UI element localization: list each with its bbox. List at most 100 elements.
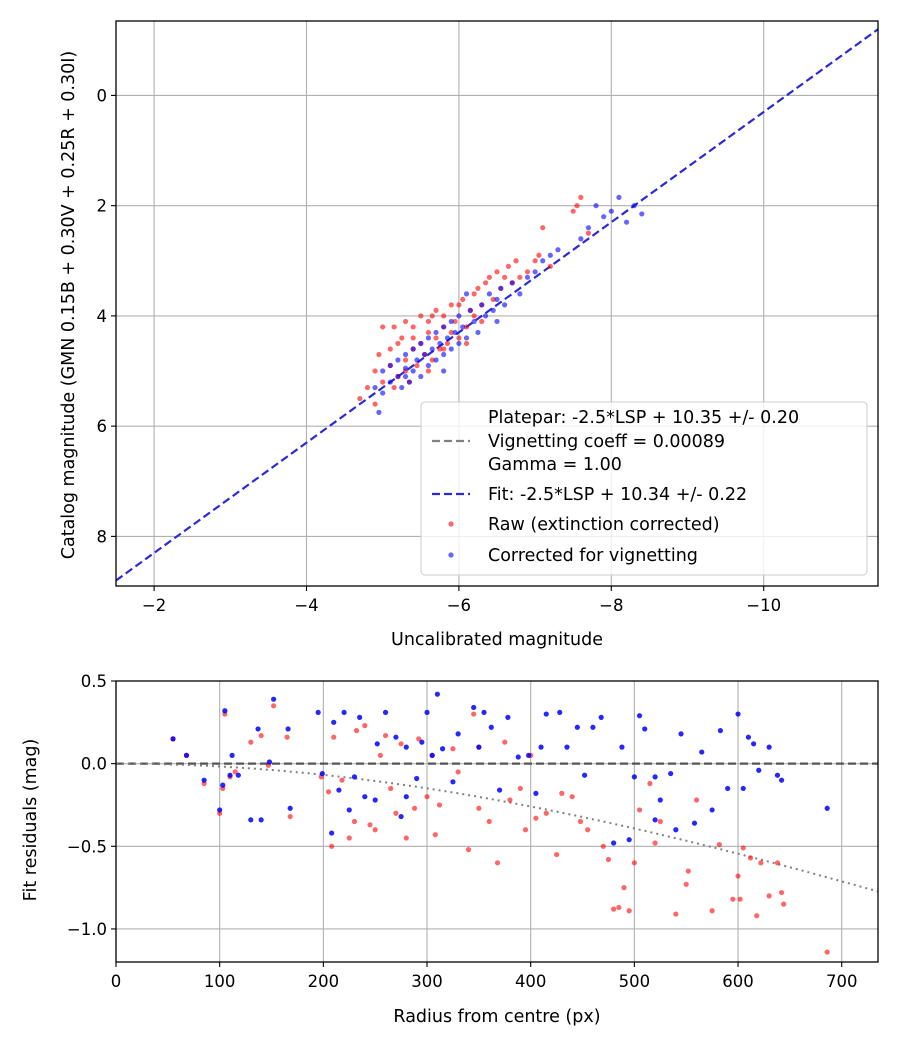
corrected-point xyxy=(494,296,500,302)
raw-residual-point xyxy=(621,885,627,891)
corrected-point xyxy=(502,302,508,308)
corrected-point xyxy=(433,329,439,336)
raw-residual-point xyxy=(685,868,691,874)
corrected-point xyxy=(410,346,416,352)
bottom-x-tick-label: 100 xyxy=(204,972,236,991)
corrected-residual-point xyxy=(505,714,511,720)
raw-point xyxy=(448,329,454,336)
raw-point xyxy=(410,335,416,341)
corrected-residual-point xyxy=(341,709,347,716)
raw-residual-point xyxy=(284,734,290,740)
raw-residual-point xyxy=(393,810,399,816)
corrected-residual-point xyxy=(183,752,190,758)
raw-point xyxy=(502,274,508,280)
raw-point xyxy=(441,346,447,352)
raw-point xyxy=(513,258,519,264)
raw-point xyxy=(402,318,409,325)
corrected-point xyxy=(467,307,473,313)
bottom-x-axis-label: Radius from centre (px) xyxy=(393,1007,600,1027)
corrected-residual-point xyxy=(346,807,352,813)
raw-residual-point xyxy=(569,794,575,800)
raw-residual-point xyxy=(673,911,679,917)
raw-residual-point xyxy=(432,832,438,838)
raw-point xyxy=(414,362,420,369)
raw-residual-point xyxy=(507,797,513,803)
corrected-point xyxy=(452,329,458,336)
top-y-axis-label: Catalog magnitude (GMN 0.15B + 0.30V + 0… xyxy=(59,51,79,559)
bottom-x-tick-label: 300 xyxy=(411,972,443,991)
raw-point xyxy=(505,263,512,269)
raw-point xyxy=(456,335,462,341)
raw-point xyxy=(471,291,477,297)
corrected-residual-point xyxy=(266,759,273,765)
corrected-residual-point xyxy=(258,817,264,823)
corrected-residual-point xyxy=(496,787,503,793)
corrected-point xyxy=(608,208,614,214)
calibration-scatter-chart: −2 −4 −6 −8 −10 0 2 4 6 8 Uncalibrated magnitude… xyxy=(59,20,879,650)
corrected-residual-point xyxy=(201,777,207,783)
raw-residual-point xyxy=(754,913,760,919)
corrected-residual-point xyxy=(636,713,643,719)
bottom-y-tick-label: 0.5 xyxy=(81,672,107,691)
raw-residual-point xyxy=(287,813,293,820)
corrected-residual-point xyxy=(533,790,539,797)
raw-residual-point xyxy=(436,802,443,808)
raw-point xyxy=(387,346,393,352)
raw-point xyxy=(376,351,382,358)
raw-point xyxy=(433,307,439,313)
corrected-point xyxy=(425,335,432,341)
top-y-tick-label: 0 xyxy=(97,86,108,105)
raw-residual-point xyxy=(398,741,404,747)
raw-point xyxy=(425,318,432,325)
raw-point xyxy=(429,313,435,319)
corrected-point xyxy=(532,269,538,275)
legend-marker-raw-extinction-corrected xyxy=(448,521,454,527)
raw-point xyxy=(574,203,580,209)
raw-residual-point xyxy=(631,860,637,866)
raw-point xyxy=(395,340,401,347)
top-y-tick-label: 6 xyxy=(97,417,108,436)
corrected-point xyxy=(422,351,428,358)
corrected-residual-point xyxy=(709,807,715,813)
corrected-point xyxy=(639,211,645,217)
raw-point xyxy=(463,324,470,330)
raw-residual-point xyxy=(476,805,482,811)
raw-point xyxy=(479,318,485,325)
raw-residual-point xyxy=(781,901,787,907)
raw-residual-point xyxy=(611,906,617,912)
raw-point xyxy=(482,280,489,286)
corrected-point xyxy=(540,258,546,264)
raw-residual-point xyxy=(652,840,658,846)
corrected-point xyxy=(380,390,386,396)
raw-residual-point xyxy=(325,789,332,795)
corrected-residual-point xyxy=(336,787,342,793)
corrected-residual-point xyxy=(393,734,399,740)
corrected-point xyxy=(601,214,607,220)
corrected-residual-point xyxy=(750,741,757,747)
raw-point xyxy=(380,379,386,385)
corrected-residual-point xyxy=(678,731,684,737)
corrected-point xyxy=(593,203,599,209)
corrected-residual-point xyxy=(476,744,482,750)
raw-residual-point xyxy=(367,822,373,828)
corrected-residual-point xyxy=(699,749,705,755)
fit-line xyxy=(115,28,879,582)
raw-residual-point xyxy=(388,785,394,792)
corrected-residual-point xyxy=(287,805,293,811)
corrected-residual-point xyxy=(691,820,698,826)
raw-point xyxy=(456,302,462,308)
corrected-point xyxy=(402,373,409,380)
corrected-residual-point xyxy=(455,731,461,737)
corrected-point xyxy=(441,351,447,358)
raw-residual-point xyxy=(372,827,378,833)
corrected-residual-point xyxy=(756,767,762,773)
raw-residual-point xyxy=(362,723,368,729)
raw-point xyxy=(536,252,542,258)
raw-residual-point xyxy=(747,855,754,861)
corrected-point xyxy=(456,340,462,347)
corrected-residual-point xyxy=(285,726,291,732)
raw-point xyxy=(425,368,432,374)
raw-point xyxy=(475,285,481,291)
corrected-point xyxy=(623,219,630,225)
